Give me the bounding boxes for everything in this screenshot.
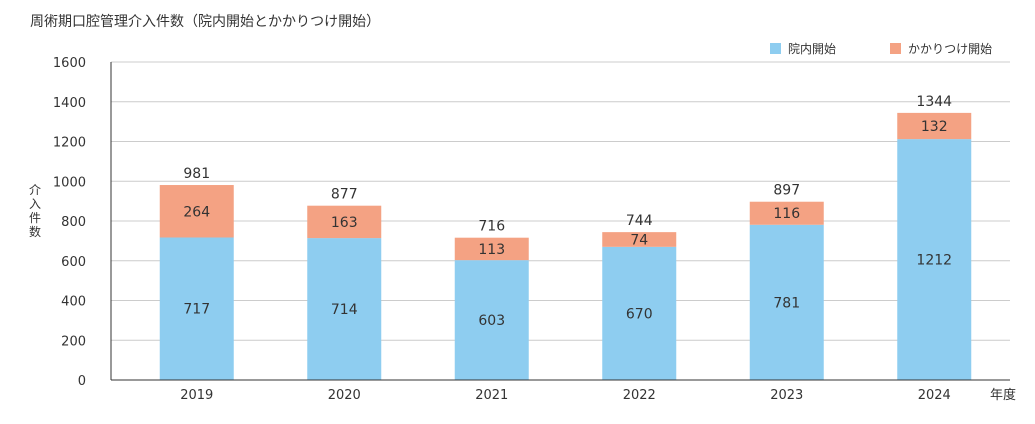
bar-segment-inhouse (749, 224, 824, 380)
data-label-referral: 132 (921, 119, 948, 135)
y-axis-title: 介入件数 (29, 183, 41, 239)
data-label-total: 981 (183, 166, 210, 182)
y-tick-label: 1400 (53, 96, 86, 111)
data-label-inhouse: 603 (478, 313, 505, 329)
data-label-total: 744 (626, 213, 653, 229)
y-tick-label: 0 (78, 374, 86, 389)
data-label-referral: 163 (331, 215, 358, 231)
bar-segment-referral (749, 201, 824, 225)
legend-label-referral: かかりつけ開始 (908, 42, 992, 56)
legend-swatch-referral (890, 43, 901, 54)
data-label-referral: 116 (773, 206, 800, 222)
data-label-inhouse: 781 (773, 295, 800, 311)
gridlines (111, 61, 1010, 341)
y-tick-label: 600 (61, 255, 86, 270)
y-tick-label: 1200 (53, 136, 86, 151)
data-label-total: 716 (478, 219, 505, 235)
data-label-total: 877 (331, 187, 358, 203)
y-tick-label: 800 (61, 215, 86, 230)
data-label-total: 897 (773, 183, 800, 199)
x-tick-label: 2021 (475, 388, 508, 403)
data-label-inhouse: 717 (183, 302, 210, 318)
bar-segment-inhouse (307, 238, 382, 380)
y-tick-label: 1600 (53, 56, 86, 71)
bar-segment-inhouse (897, 139, 972, 380)
data-label-referral: 264 (183, 204, 210, 220)
x-axis-ticks: 2019 2020 2021 2022 2023 2024 (180, 388, 951, 403)
x-tick-label: 2019 (180, 388, 213, 403)
y-tick-label: 1000 (53, 175, 86, 190)
bar-segment-inhouse (602, 246, 677, 380)
bar-segment-inhouse (159, 237, 234, 380)
x-axis-title: 年度 (990, 387, 1016, 403)
chart-title: 周術期口腔管理介入件数（院内開始とかかりつけ開始） (30, 14, 380, 30)
bar-segment-referral (159, 185, 234, 238)
bar-segment-referral (454, 237, 529, 261)
legend-label-inhouse: 院内開始 (788, 42, 836, 56)
y-tick-label: 400 (61, 295, 86, 310)
x-tick-label: 2023 (770, 388, 803, 403)
data-label-referral: 74 (630, 232, 648, 248)
y-axis-ticks: 0 200 400 600 800 1000 1200 1400 1600 (53, 56, 86, 389)
x-tick-label: 2024 (918, 388, 951, 403)
y-tick-label: 200 (61, 334, 86, 349)
data-label-referral: 113 (478, 242, 505, 258)
bar-segment-referral (602, 232, 677, 247)
bars (159, 112, 972, 380)
data-label-inhouse: 670 (626, 306, 653, 322)
bar-segment-referral (897, 112, 972, 140)
legend: 院内開始 かかりつけ開始 (770, 42, 992, 56)
legend-swatch-inhouse (770, 43, 781, 54)
bar-segment-inhouse (454, 260, 529, 380)
x-tick-label: 2022 (623, 388, 656, 403)
data-label-inhouse: 714 (331, 302, 358, 318)
data-labels: 717 264 981 714 163 877 603 113 716 670 74 744 781 11… (183, 94, 952, 329)
x-tick-label: 2020 (328, 388, 361, 403)
data-label-inhouse: 1212 (916, 253, 952, 269)
data-label-total: 1344 (916, 94, 952, 110)
bar-segment-referral (307, 205, 382, 239)
